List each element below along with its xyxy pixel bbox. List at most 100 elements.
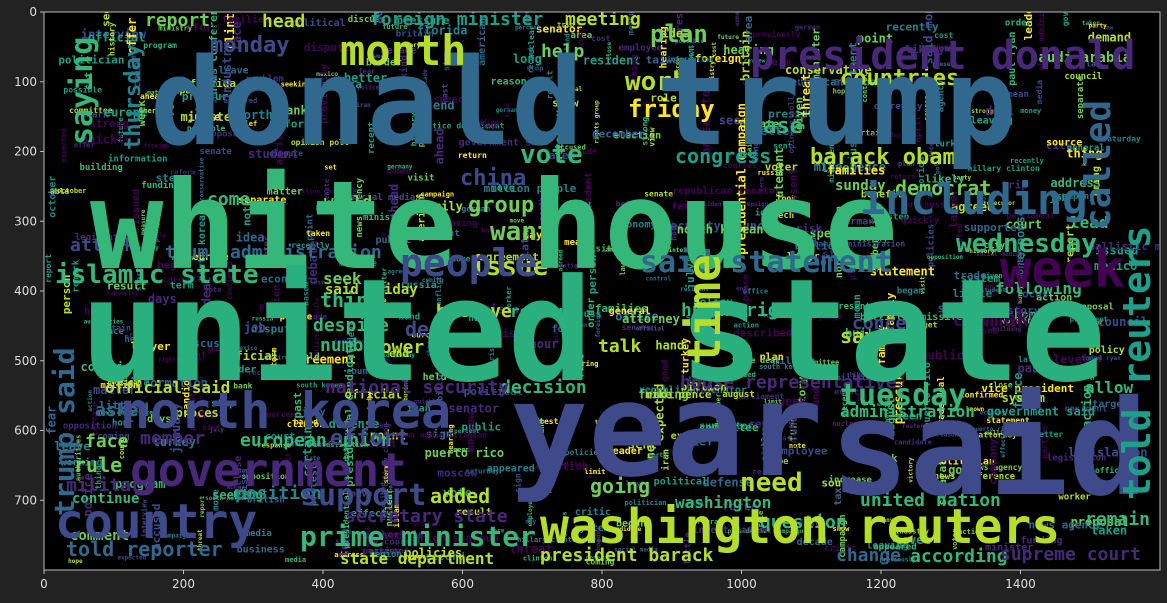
small-word: recent	[840, 387, 849, 416]
y-tick-label: 100	[14, 75, 37, 89]
small-word: ahead	[387, 184, 401, 220]
small-word: sign	[426, 427, 453, 440]
small-word: billion	[434, 367, 444, 401]
big-word: month	[340, 26, 466, 75]
mid-word: concern	[852, 313, 928, 334]
small-word: policy	[693, 295, 733, 308]
small-word: parties	[362, 546, 400, 557]
small-word: late	[1018, 355, 1037, 364]
mid-word: says	[840, 324, 888, 348]
small-word: senate	[323, 179, 331, 204]
small-word: look	[762, 312, 780, 320]
small-word: trade	[954, 269, 987, 282]
mid-word: told reporter	[66, 537, 223, 561]
small-word: mike pence	[814, 160, 886, 174]
small-word: april	[534, 488, 552, 495]
small-word: demand	[546, 305, 582, 316]
small-word: long	[513, 52, 542, 66]
small-word: said monday	[375, 352, 415, 359]
mid-word: asked	[95, 400, 149, 421]
small-word: certain	[300, 426, 314, 477]
small-word: lawyer	[626, 480, 648, 487]
small-word: resident	[583, 54, 641, 68]
small-word: point	[305, 214, 316, 241]
small-word: defense	[366, 281, 400, 290]
small-word: report	[1063, 224, 1076, 264]
small-word: chief	[677, 434, 713, 448]
small-word: voter	[951, 529, 959, 550]
big-word: people	[400, 241, 537, 285]
small-word: proposal	[200, 130, 243, 140]
small-word: agreement	[479, 251, 539, 264]
mid-word: position	[235, 483, 322, 504]
small-word: president	[411, 228, 460, 239]
small-word: government said	[459, 136, 549, 148]
small-word: reform	[170, 169, 195, 177]
plot-area	[44, 12, 1160, 570]
small-word: days	[147, 414, 171, 425]
small-word: moscow	[464, 412, 477, 452]
small-word: clinton	[287, 419, 325, 430]
small-word: security council	[335, 537, 422, 548]
mid-word: rule	[74, 453, 122, 477]
small-word: target	[1092, 399, 1128, 410]
small-word: began	[616, 519, 646, 530]
small-word: sent	[773, 142, 792, 151]
mid-word: said friday	[325, 282, 418, 298]
small-word: remark	[72, 259, 82, 292]
small-word: republican senator	[639, 384, 747, 396]
small-word: presidential candidate	[673, 0, 685, 37]
y-tick-label: 500	[14, 354, 37, 368]
small-word: campaign	[161, 533, 190, 540]
small-word: social media	[614, 546, 658, 553]
small-word: return	[172, 255, 194, 262]
small-word: step	[156, 171, 183, 184]
small-word: idea	[755, 207, 777, 218]
small-word: january	[919, 42, 953, 52]
small-word: visit	[407, 172, 434, 183]
small-word: opinion poll	[786, 96, 796, 154]
small-word: point	[857, 31, 893, 45]
small-word: hope	[767, 457, 789, 467]
small-word: present	[932, 61, 958, 68]
small-word: student	[248, 147, 299, 161]
small-word: public	[375, 234, 411, 246]
small-word: interview	[669, 247, 702, 254]
small-word: better	[753, 124, 796, 138]
small-word: candidate	[894, 438, 932, 446]
small-word: likely	[925, 172, 965, 185]
small-word: candidate	[609, 526, 642, 533]
small-word: record	[527, 48, 535, 73]
small-word: problem	[246, 74, 285, 84]
small-word: political	[654, 475, 708, 487]
small-word: good	[660, 360, 670, 382]
small-word: review	[744, 57, 766, 64]
small-word: area	[742, 16, 755, 43]
small-word: discuss	[560, 308, 602, 320]
small-word: bring	[577, 360, 598, 368]
small-word: offer	[125, 332, 146, 340]
small-word: response	[257, 441, 291, 449]
mid-word: need	[740, 468, 803, 498]
mid-word: deal	[405, 317, 453, 341]
y-tick-label: 300	[14, 214, 37, 228]
small-word: region	[165, 96, 175, 125]
small-word: city	[564, 356, 582, 364]
small-word: prosecutor	[979, 200, 1016, 207]
small-word: control	[861, 73, 869, 103]
small-word: july	[301, 406, 325, 418]
small-word: border	[594, 526, 602, 551]
small-word: july	[684, 263, 697, 290]
small-word: term	[644, 108, 651, 123]
small-word: office	[615, 309, 658, 323]
small-word: million	[100, 380, 138, 391]
small-word: close	[233, 456, 244, 486]
mid-word: vote	[520, 140, 583, 170]
small-word: protest	[525, 417, 559, 426]
small-word: british	[849, 266, 879, 274]
mid-word: face	[85, 431, 129, 452]
small-word: policy	[934, 152, 941, 174]
mid-word: supreme court	[1000, 544, 1141, 565]
small-word: conflict	[348, 438, 396, 450]
small-word: able	[683, 132, 702, 141]
